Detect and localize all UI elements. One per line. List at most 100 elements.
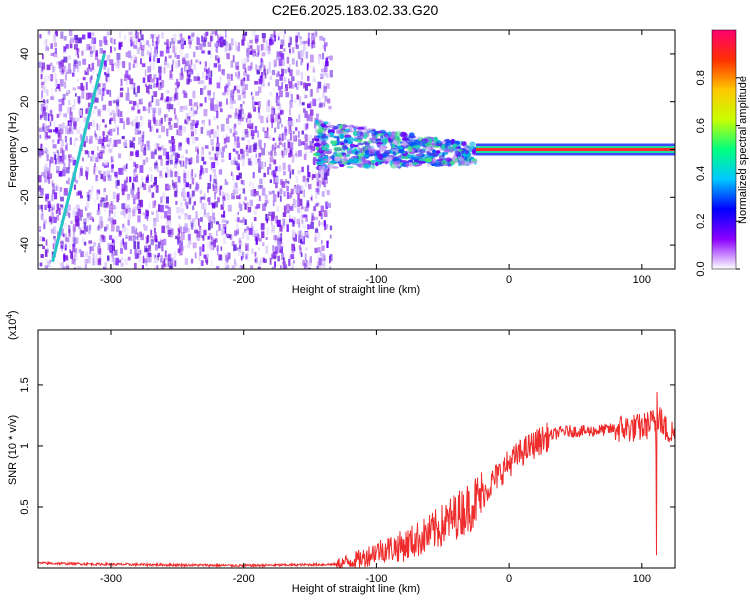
noise-speck	[193, 220, 196, 228]
noise-speck	[154, 149, 157, 155]
noise-speck	[267, 99, 270, 107]
noise-speck	[241, 58, 246, 65]
noise-speck	[298, 245, 302, 250]
noise-speck	[299, 96, 302, 104]
noise-speck	[242, 201, 245, 205]
noise-speck	[190, 171, 193, 180]
noise-speck	[284, 88, 287, 92]
noise-speck	[256, 52, 259, 58]
noise-speck	[207, 50, 211, 55]
noise-speck	[229, 128, 232, 133]
noise-speck	[91, 120, 96, 128]
noise-speck	[211, 207, 214, 213]
noise-speck	[159, 170, 162, 176]
noise-speck	[200, 196, 205, 200]
noise-speck	[133, 206, 137, 211]
noise-speck	[185, 182, 189, 188]
noise-speck	[286, 191, 289, 199]
noise-speck	[38, 226, 42, 230]
transition-blob	[377, 154, 384, 160]
noise-speck	[50, 156, 54, 164]
noise-speck	[68, 212, 71, 218]
noise-speck	[161, 79, 165, 87]
noise-speck	[132, 198, 136, 205]
noise-speck	[180, 201, 183, 208]
noise-speck	[213, 116, 217, 121]
noise-speck	[134, 248, 137, 256]
noise-speck	[278, 141, 282, 145]
noise-speck	[112, 155, 114, 160]
noise-speck	[94, 93, 97, 99]
noise-speck	[60, 31, 64, 39]
noise-speck	[129, 36, 134, 42]
noise-speck	[92, 258, 95, 266]
noise-speck	[111, 246, 115, 252]
noise-speck	[304, 151, 309, 155]
noise-speck	[260, 44, 263, 51]
noise-speck	[281, 124, 284, 128]
noise-speck	[184, 245, 186, 250]
noise-speck	[89, 68, 93, 72]
noise-speck	[55, 127, 58, 132]
noise-speck	[174, 114, 177, 120]
noise-speck	[222, 92, 226, 96]
noise-speck	[253, 106, 257, 112]
noise-speck	[169, 99, 171, 107]
noise-speck	[133, 87, 136, 95]
transition-blob	[471, 158, 477, 162]
noise-speck	[277, 145, 280, 149]
noise-speck	[266, 127, 269, 132]
noise-speck	[279, 51, 283, 57]
noise-speck	[140, 200, 144, 208]
noise-speck	[178, 142, 182, 151]
noise-speck	[270, 150, 273, 156]
noise-speck	[63, 36, 67, 41]
noise-speck	[248, 119, 252, 127]
noise-speck	[63, 155, 67, 160]
noise-speck	[261, 59, 264, 68]
noise-speck	[283, 76, 287, 83]
noise-speck	[289, 206, 293, 211]
noise-speck	[52, 243, 55, 250]
noise-speck	[102, 83, 106, 91]
noise-speck	[168, 230, 171, 237]
noise-speck	[162, 165, 166, 171]
transition-blob	[321, 147, 326, 151]
noise-speck	[90, 156, 93, 162]
noise-speck	[118, 167, 122, 175]
noise-speck	[278, 151, 282, 156]
noise-speck	[54, 31, 58, 36]
noise-speck	[227, 78, 231, 87]
noise-speck	[120, 248, 124, 254]
noise-speck	[154, 257, 159, 263]
noise-speck	[96, 210, 100, 216]
noise-speck	[213, 92, 215, 100]
noise-speck	[126, 117, 130, 125]
noise-speck	[234, 136, 237, 145]
noise-speck	[188, 39, 192, 45]
noise-speck	[207, 41, 212, 47]
noise-speck	[131, 42, 134, 47]
noise-speck	[231, 96, 234, 101]
noise-speck	[218, 254, 222, 261]
noise-speck	[72, 87, 76, 91]
snr-y-tick-label: 0.5	[19, 499, 31, 514]
noise-speck	[286, 209, 290, 214]
noise-speck	[249, 199, 253, 207]
transition-blob	[348, 158, 353, 163]
noise-speck	[229, 102, 234, 110]
noise-speck	[254, 233, 259, 241]
noise-speck	[278, 249, 283, 253]
noise-speck	[97, 258, 102, 266]
noise-speck	[185, 60, 190, 68]
noise-speck	[116, 99, 120, 107]
noise-speck	[166, 96, 169, 102]
noise-speck	[84, 206, 88, 211]
noise-speck	[279, 195, 282, 202]
noise-speck	[179, 50, 183, 57]
transition-blob	[406, 136, 410, 139]
noise-speck	[304, 134, 308, 142]
noise-speck	[213, 217, 216, 224]
noise-speck	[318, 263, 322, 268]
noise-speck	[100, 221, 104, 228]
